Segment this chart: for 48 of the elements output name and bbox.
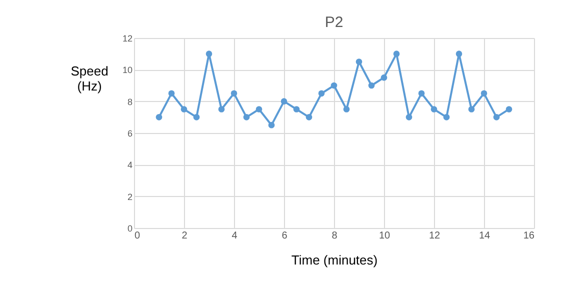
point: [306, 114, 312, 120]
x-tick-label: 16: [523, 230, 535, 242]
y-tick-label: 10: [122, 65, 132, 76]
y-tick-label: 12: [122, 34, 132, 44]
y-axis-title: Speed (Hz): [70, 64, 108, 94]
y-tick-label: 4: [127, 160, 132, 170]
point: [343, 106, 350, 112]
point: [330, 82, 338, 89]
point: [406, 114, 412, 120]
point: [168, 90, 175, 97]
x-axis-title: Time (minutes): [291, 252, 378, 268]
point: [268, 122, 275, 128]
point: [393, 50, 400, 57]
point: [430, 106, 438, 112]
point: [456, 50, 462, 57]
x-tick-label: 0: [134, 230, 140, 242]
point: [230, 90, 238, 97]
point: [293, 106, 300, 112]
point: [156, 114, 162, 120]
x-tick-label: 12: [428, 230, 440, 242]
point: [368, 82, 375, 89]
point: [418, 90, 425, 97]
y-tick-label: 8: [127, 96, 132, 107]
point: [180, 106, 188, 112]
x-tick-label: 8: [332, 230, 338, 242]
point: [318, 90, 325, 97]
x-tick-label: 14: [478, 230, 490, 242]
point: [493, 114, 500, 120]
y-tick-label: 6: [127, 128, 132, 138]
point: [193, 114, 200, 120]
point: [380, 74, 388, 81]
point: [506, 106, 512, 112]
point: [218, 106, 225, 112]
point: [468, 106, 475, 112]
point: [356, 58, 362, 65]
x-tick-label: 10: [378, 230, 390, 242]
x-tick-label: 6: [282, 230, 288, 242]
x-tick-label: 4: [232, 230, 238, 242]
point: [206, 50, 212, 57]
point: [280, 98, 288, 104]
chart-title: P2: [324, 14, 344, 31]
point: [443, 114, 450, 120]
y-tick-label: 0: [127, 224, 132, 234]
y-tick-label: 2: [127, 192, 132, 202]
point: [256, 106, 262, 112]
point: [243, 114, 250, 120]
x-tick-label: 2: [182, 230, 188, 242]
point: [480, 90, 488, 97]
